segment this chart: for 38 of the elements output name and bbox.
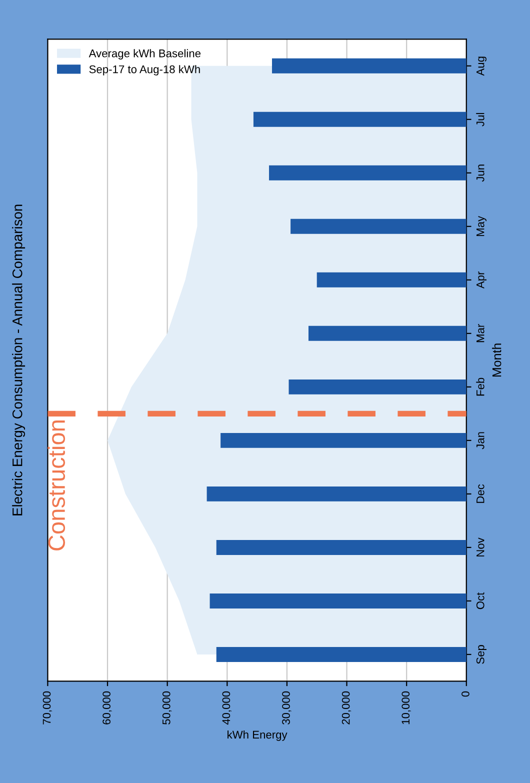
x-tick-label: 40,000 [222, 691, 232, 725]
x-tick-label: 50,000 [162, 691, 172, 724]
y-axis-title: Month [492, 344, 502, 377]
bar [216, 646, 466, 662]
y-tick-label: May [476, 216, 486, 236]
y-tick-label: Nov [476, 538, 484, 556]
y-tick-label: Sep [476, 645, 486, 664]
bar [272, 58, 466, 74]
x-tick-label: 70,000 [42, 691, 52, 724]
x-axis-title: kWh Energy [228, 730, 288, 741]
y-tick-label: Dec [476, 484, 484, 503]
bar [253, 112, 466, 127]
x-tick-label: 10,000 [402, 691, 411, 724]
y-tick-label: Mar [476, 324, 484, 342]
bar [290, 218, 466, 234]
bar [220, 432, 466, 448]
x-tick-label: 60,000 [102, 691, 112, 724]
bar [288, 379, 466, 394]
x-tick-label: 20,000 [342, 691, 352, 724]
legend-label: Sep-17 to Aug-18 kWh [89, 65, 200, 76]
x-tick-label: 30,000 [282, 691, 292, 724]
bar [269, 165, 466, 180]
y-tick-label: Jun [476, 164, 484, 182]
bar [316, 272, 466, 288]
bar [308, 326, 466, 341]
bar [206, 486, 466, 502]
y-tick-label: Oct [476, 592, 484, 610]
bar [216, 540, 466, 555]
x-tick-label: 0 [462, 691, 470, 697]
ref-line-label: Construction [48, 420, 66, 550]
y-tick-label: Jan [476, 432, 484, 450]
bar [210, 593, 466, 608]
legend-label: Average kWh Baseline [88, 49, 201, 60]
y-tick-label: Aug [476, 56, 486, 76]
y-tick-label: Apr [476, 271, 486, 289]
y-tick-label: Jul [476, 113, 484, 126]
y-tick-label: Feb [476, 378, 484, 396]
text: Electric Energy Consumption - Annual Comparison [12, 204, 26, 516]
